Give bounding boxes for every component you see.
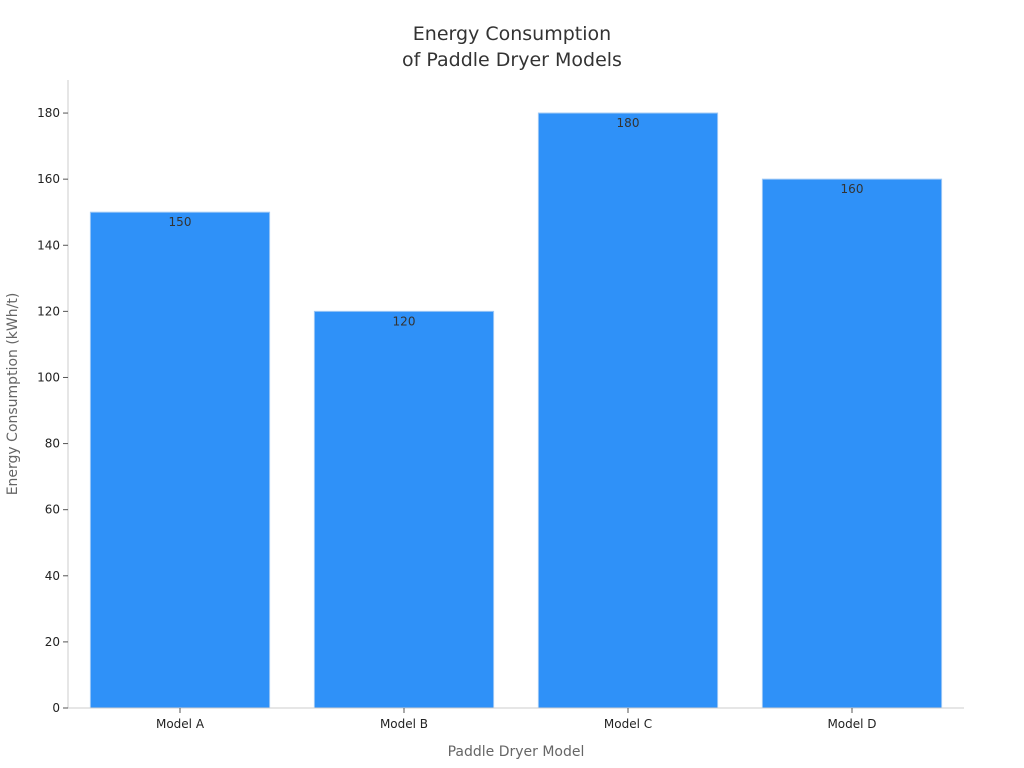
bar-value-label: 150 [169,215,192,229]
y-axis-label: Energy Consumption (kWh/t) [5,293,21,496]
chart-title-line-2: of Paddle Dryer Models [402,49,622,71]
bar-value-label: 160 [841,182,864,196]
bar-model-b [313,310,495,709]
y-tick-label: 140 [37,238,60,252]
plot-area: 150 120 180 160 [89,112,943,709]
x-tick-label: Model D [827,717,876,731]
y-tick-label: 120 [37,304,60,318]
y-tick-label: 40 [45,569,60,583]
x-axis-label: Paddle Dryer Model [448,744,585,760]
chart-title-line-1: Energy Consumption [413,23,611,45]
y-tick-label: 180 [37,106,60,120]
bar-model-c [537,112,719,709]
y-tick-label: 20 [45,635,60,649]
x-tick-label: Model C [604,717,652,731]
y-tick-label: 0 [52,701,60,715]
x-tick-label: Model B [380,717,428,731]
y-tick-label: 60 [45,503,60,517]
bar-model-d [761,178,943,709]
bar-value-label: 120 [393,314,416,328]
bar-value-label: 180 [617,116,640,130]
y-tick-label: 100 [37,370,60,384]
bar-model-a [89,211,271,709]
x-tick-label: Model A [156,717,205,731]
y-tick-label: 80 [45,437,60,451]
y-tick-label: 160 [37,172,60,186]
